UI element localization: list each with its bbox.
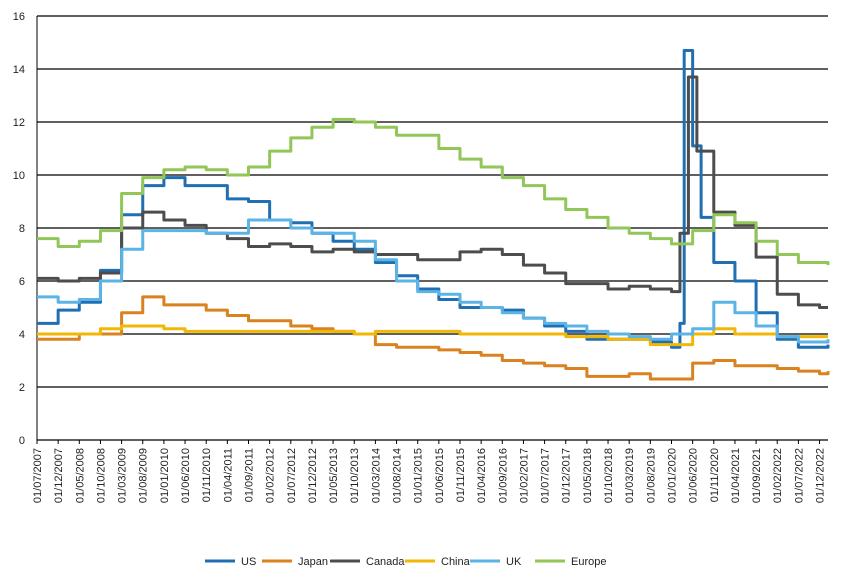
- x-tick-label: 01/06/2010: [180, 448, 192, 503]
- series-line-us: [37, 48, 830, 349]
- legend-label-uk: UK: [506, 556, 522, 568]
- x-tick-label: 01/07/2007: [32, 448, 44, 503]
- legend-label-us: US: [241, 556, 256, 568]
- x-tick-label: 01/09/2011: [243, 448, 255, 502]
- x-tick-label: 01/01/2010: [159, 448, 171, 503]
- legend-label-china: China: [441, 556, 471, 568]
- x-tick-label: 01/03/2014: [370, 448, 382, 503]
- y-tick-label: 2: [19, 382, 25, 394]
- legend-label-europe: Europe: [571, 556, 606, 568]
- x-tick-label: 01/04/2021: [730, 448, 742, 503]
- y-tick-label: 12: [13, 117, 25, 129]
- y-tick-label: 14: [13, 64, 25, 76]
- x-tick-label: 01/05/2018: [582, 448, 594, 503]
- x-tick-label: 01/10/2013: [349, 448, 361, 503]
- x-tick-label: 01/06/2020: [688, 448, 700, 503]
- x-tick-label: 01/01/2015: [413, 448, 425, 503]
- y-tick-label: 10: [13, 170, 25, 182]
- x-tick-label: 01/11/2020: [709, 448, 721, 502]
- x-tick-label: 01/07/2012: [286, 448, 298, 503]
- gridlines: [37, 15, 828, 441]
- y-tick-label: 0: [19, 435, 25, 447]
- y-tick-label: 6: [19, 276, 25, 288]
- x-tick-label: 01/09/2021: [751, 448, 763, 503]
- y-tick-label: 4: [19, 329, 25, 341]
- x-tick-label: 01/08/2014: [392, 448, 404, 503]
- x-tick-label: 01/01/2020: [666, 448, 678, 503]
- x-tick-label: 01/11/2010: [201, 448, 213, 502]
- x-tick-label: 01/07/2017: [540, 448, 552, 503]
- series-line-china: [37, 324, 828, 347]
- series-line-japan: [37, 295, 830, 381]
- x-tick-label: 01/05/2008: [74, 448, 86, 503]
- legend-label-japan: Japan: [298, 556, 328, 568]
- x-tick-label: 01/02/2012: [265, 448, 277, 503]
- x-tick-label: 01/12/2007: [53, 448, 65, 503]
- x-tick-label: 01/04/2011: [222, 448, 234, 502]
- x-tick-label: 01/04/2016: [476, 448, 488, 503]
- legend-label-canada: Canada: [366, 556, 405, 568]
- x-tick-label: 01/11/2015: [455, 448, 467, 502]
- x-tick-label: 01/02/2017: [518, 448, 530, 503]
- series-lines: [37, 48, 830, 381]
- series-line-uk: [37, 218, 830, 344]
- x-tick-label: 01/07/2022: [793, 448, 805, 503]
- y-tick-label: 8: [19, 223, 25, 235]
- x-tick-label: 01/10/2018: [603, 448, 615, 503]
- legend: US Japan Canada China UK Europe: [205, 556, 606, 568]
- x-tick-label: 01/08/2019: [645, 448, 657, 503]
- y-tick-label: 16: [13, 11, 25, 23]
- x-tick-label: 01/09/2016: [497, 448, 509, 503]
- series-line-canada: [37, 75, 828, 309]
- axes: 0 2 4 6 8 10 12 14 16 01/07/2007 01/12/2007 01/05/2…: [13, 11, 827, 503]
- x-tick-label: 01/03/2009: [117, 448, 129, 503]
- x-tick-label: 01/02/2022: [772, 448, 784, 503]
- x-tick-label: 01/03/2019: [624, 448, 636, 503]
- series-line-europe: [37, 117, 830, 266]
- x-tick-label: 01/12/2022: [815, 448, 827, 503]
- x-tick-label: 01/08/2009: [138, 448, 150, 503]
- x-tick-label: 01/05/2013: [328, 448, 340, 503]
- x-tick-label: 01/06/2015: [434, 448, 446, 503]
- x-tick-label: 01/12/2017: [561, 448, 573, 503]
- x-tick-label: 01/10/2008: [95, 448, 107, 503]
- x-tick-label: 01/12/2012: [307, 448, 319, 503]
